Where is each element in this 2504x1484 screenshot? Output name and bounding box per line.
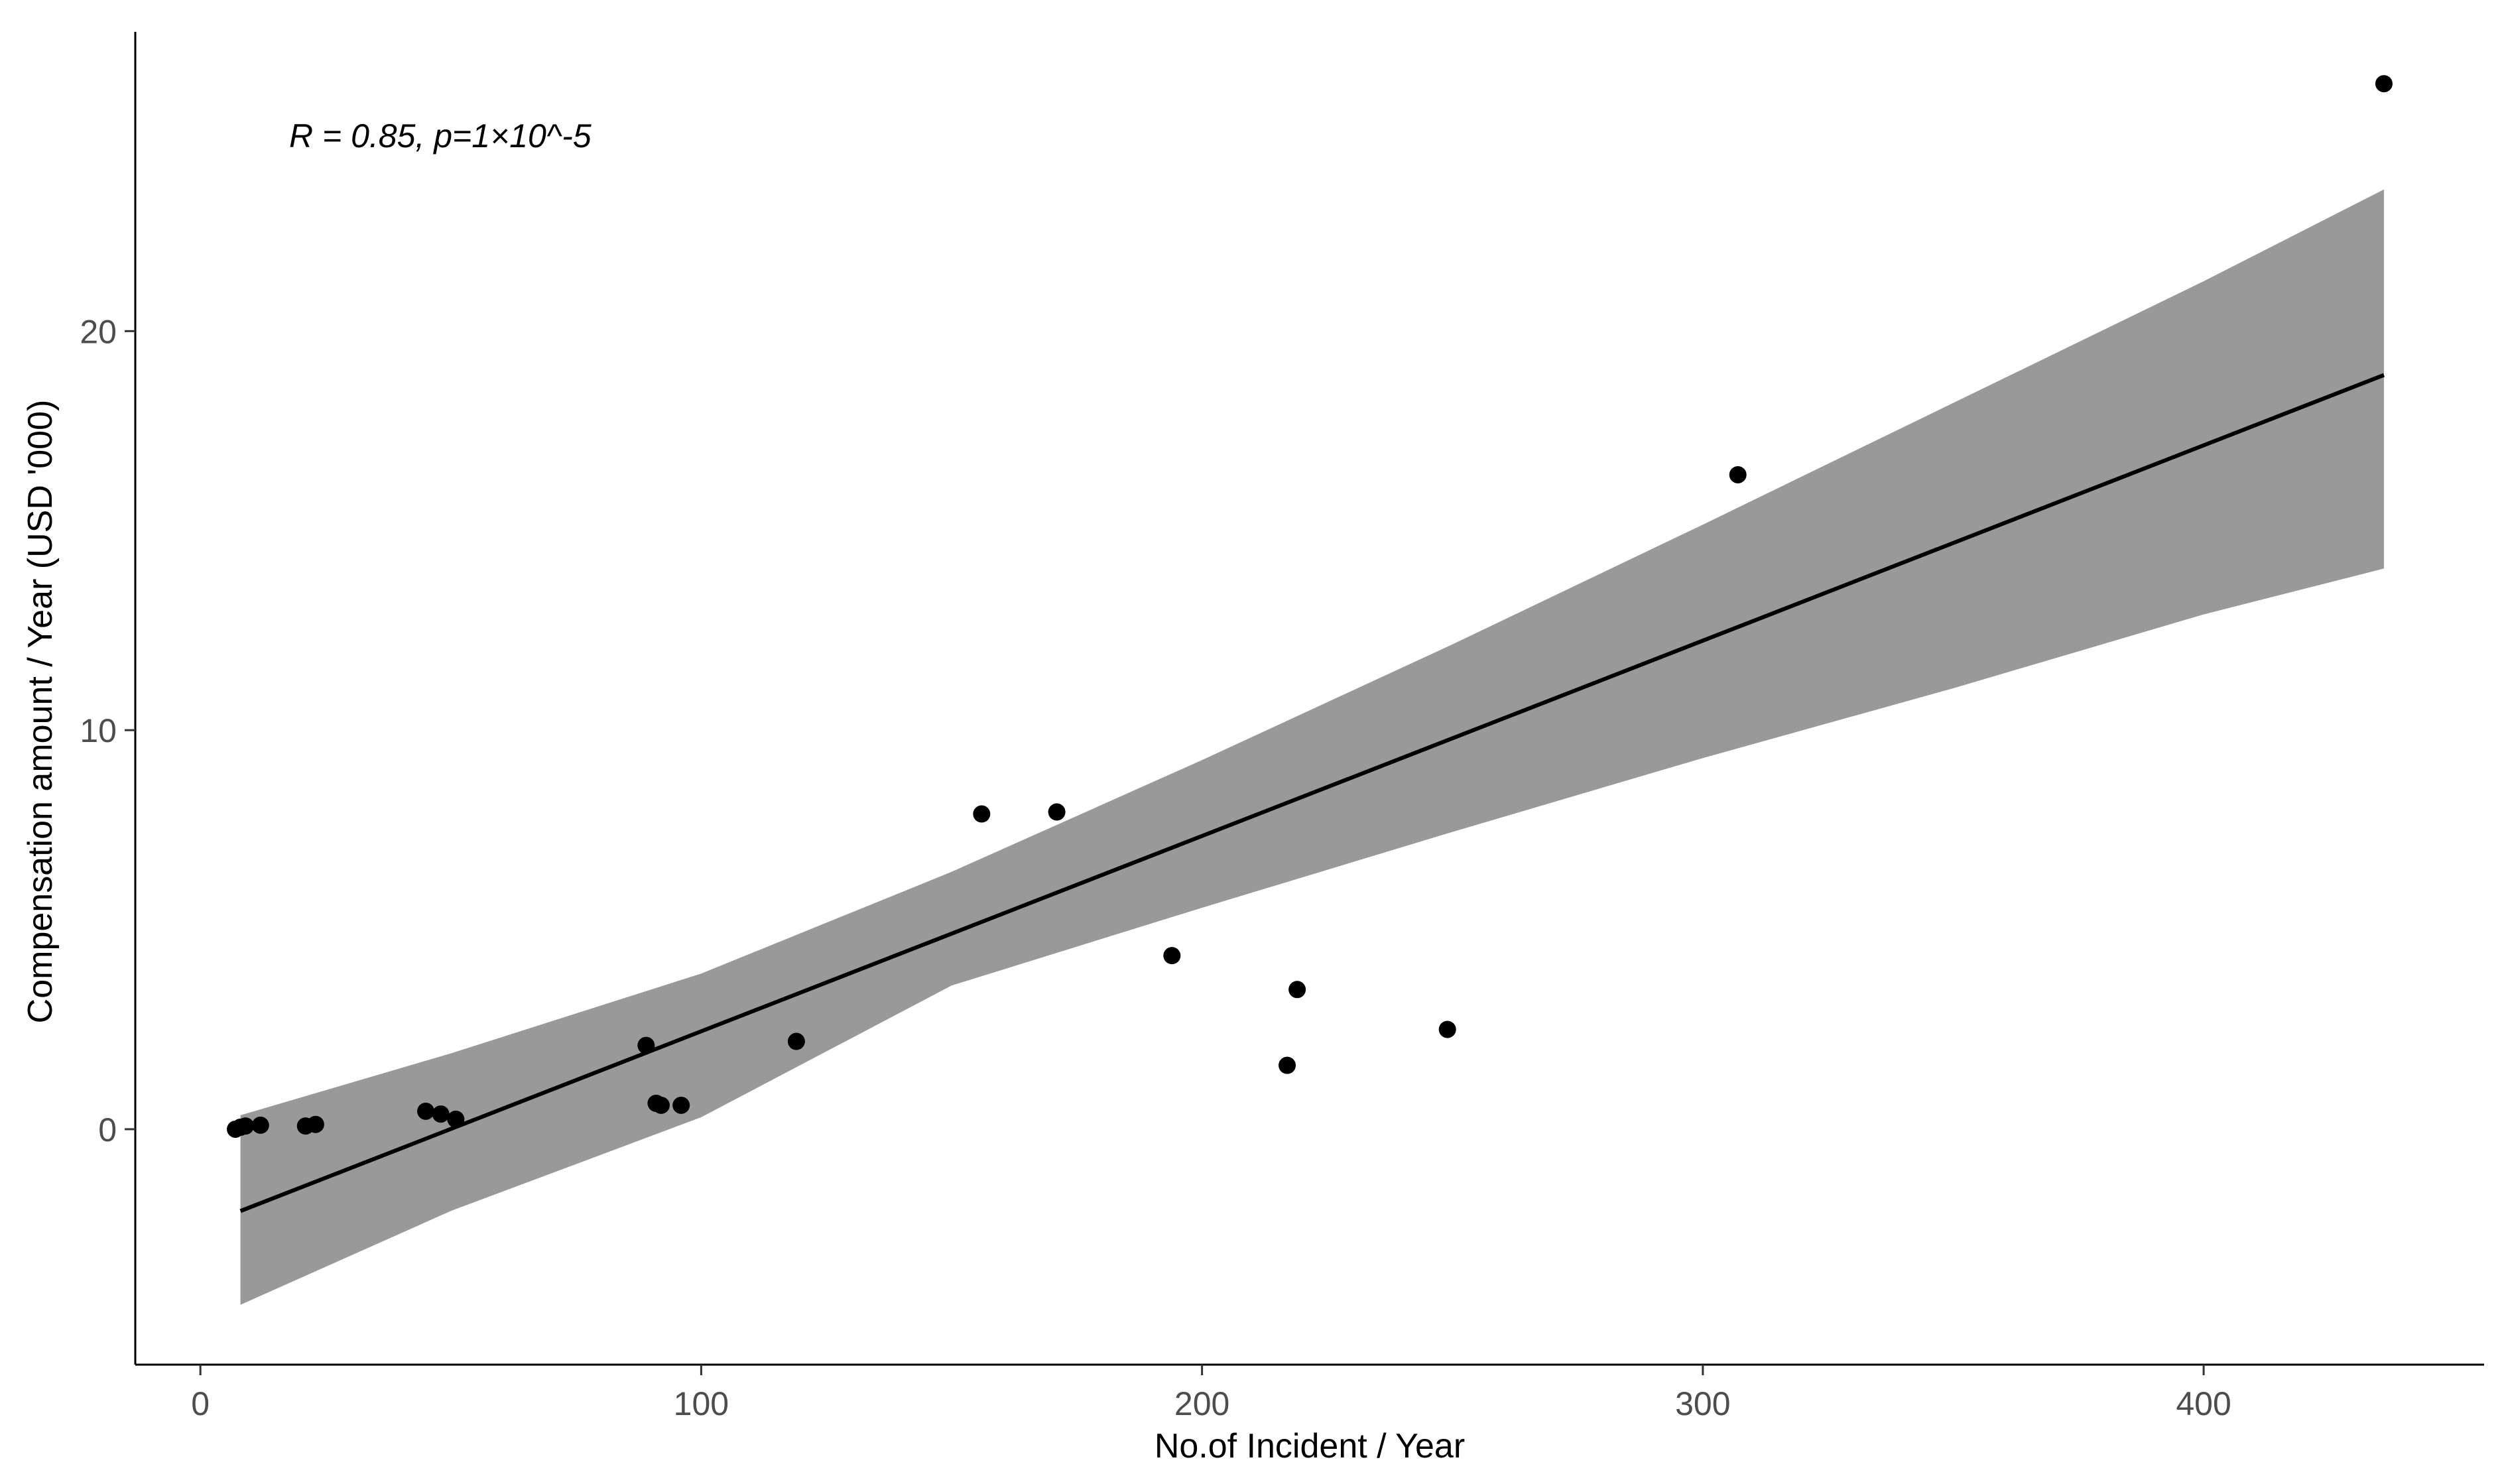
correlation-annotation: R = 0.85, p=1×10^-5 xyxy=(289,117,592,155)
data-point-17 xyxy=(1163,947,1181,965)
data-point-8 xyxy=(432,1105,450,1123)
data-point-12 xyxy=(652,1096,670,1114)
data-point-22 xyxy=(2375,75,2393,93)
data-point-3 xyxy=(237,1117,255,1135)
data-point-7 xyxy=(417,1102,435,1120)
x-axis-ticks: 0 100 200 300 400 xyxy=(191,1365,2231,1422)
x-tick-label-400: 400 xyxy=(2176,1385,2231,1422)
data-point-14 xyxy=(787,1032,805,1050)
data-point-16 xyxy=(1048,803,1066,821)
x-tick-label-100: 100 xyxy=(674,1385,729,1422)
data-point-4 xyxy=(251,1116,269,1134)
data-point-18 xyxy=(1279,1056,1296,1074)
data-point-6 xyxy=(306,1115,324,1133)
data-points xyxy=(227,75,2393,1138)
regression-line xyxy=(239,373,2385,1213)
data-point-15 xyxy=(973,805,991,823)
x-axis-title: No.of Incident / Year xyxy=(1155,1427,1465,1465)
data-point-21 xyxy=(1729,465,1747,483)
y-axis-ticks: 0 10 20 xyxy=(80,313,135,1148)
data-point-9 xyxy=(447,1110,465,1128)
x-tick-label-300: 300 xyxy=(1675,1385,1730,1422)
data-point-19 xyxy=(1288,981,1306,999)
y-axis-title: Compensation amount / Year (USD '000) xyxy=(21,400,60,1024)
data-point-13 xyxy=(672,1096,690,1114)
confidence-band xyxy=(240,189,2384,1305)
x-tick-label-200: 200 xyxy=(1174,1385,1229,1422)
y-tick-label-20: 20 xyxy=(80,313,117,350)
data-point-20 xyxy=(1438,1020,1456,1038)
y-tick-label-10: 10 xyxy=(80,712,117,749)
data-point-10 xyxy=(637,1036,655,1054)
y-tick-label-0: 0 xyxy=(98,1111,117,1148)
x-tick-label-0: 0 xyxy=(191,1385,210,1422)
